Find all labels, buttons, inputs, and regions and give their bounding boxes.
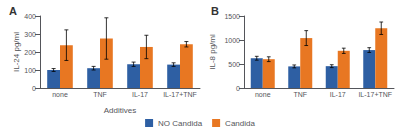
svg-text:IL-8 pg/ml: IL-8 pg/ml [208, 34, 217, 70]
svg-text:NO Candida: NO Candida [158, 119, 203, 128]
svg-text:0: 0 [32, 85, 36, 92]
svg-text:IL-24 pg/ml: IL-24 pg/ml [12, 32, 21, 72]
svg-text:TNF: TNF [93, 91, 107, 98]
svg-text:200: 200 [24, 49, 36, 56]
svg-text:IL-17+TNF: IL-17+TNF [358, 91, 392, 98]
svg-text:A: A [9, 5, 17, 17]
svg-text:Candida: Candida [225, 119, 255, 128]
svg-text:IL-17: IL-17 [132, 91, 148, 98]
svg-text:0: 0 [236, 85, 240, 92]
svg-text:none: none [52, 91, 68, 98]
svg-text:500: 500 [228, 61, 240, 68]
svg-text:Additives: Additives [104, 106, 136, 115]
svg-text:1000: 1000 [224, 37, 240, 44]
svg-text:TNF: TNF [293, 91, 307, 98]
svg-text:none: none [255, 91, 271, 98]
svg-text:IL-17+TNF: IL-17+TNF [163, 91, 197, 98]
svg-text:B: B [211, 5, 219, 17]
svg-text:IL-17: IL-17 [330, 91, 346, 98]
svg-text:300: 300 [24, 31, 36, 38]
svg-text:400: 400 [24, 13, 36, 20]
svg-text:1500: 1500 [224, 13, 240, 20]
svg-text:100: 100 [24, 67, 36, 74]
